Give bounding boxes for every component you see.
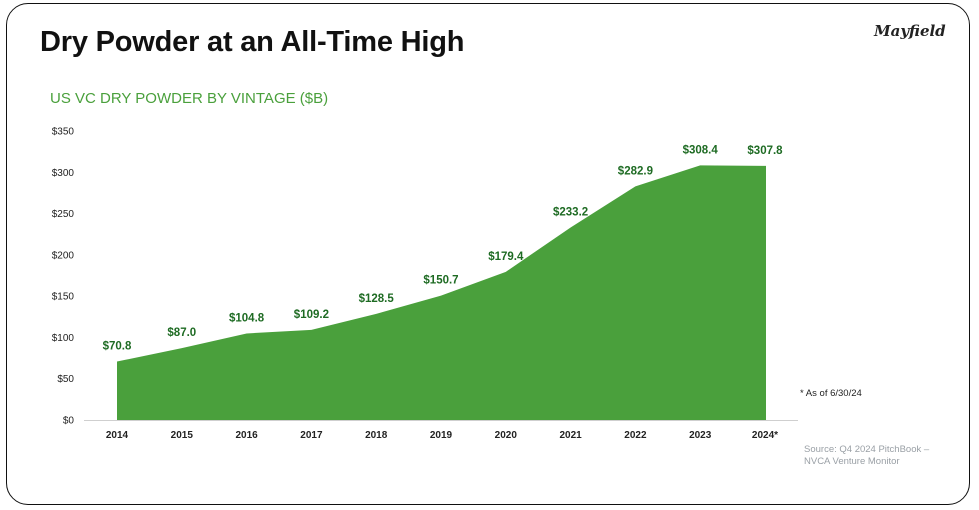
chart-title: US VC DRY POWDER BY VINTAGE ($B) <box>50 90 329 107</box>
x-tick-label: 2017 <box>300 430 323 441</box>
data-label: $128.5 <box>359 293 395 305</box>
data-label: $150.7 <box>423 275 458 287</box>
y-tick-label: $350 <box>52 127 75 138</box>
x-tick-label: 2021 <box>559 430 582 441</box>
y-tick-label: $250 <box>52 209 75 220</box>
y-tick-label: $50 <box>57 374 74 385</box>
x-tick-label: 2018 <box>365 430 388 441</box>
source-line-1: Source: Q4 2024 PitchBook – <box>804 444 930 455</box>
x-tick-label: 2015 <box>171 430 194 441</box>
dry-powder-area <box>117 165 766 420</box>
y-tick-label: $300 <box>52 168 75 179</box>
x-tick-label: 2020 <box>495 430 518 441</box>
mayfield-logo: Mayfield <box>874 22 946 40</box>
x-tick-label: 2024* <box>752 430 778 441</box>
data-label: $179.4 <box>488 251 524 263</box>
y-tick-label: $150 <box>52 292 75 303</box>
footnote: * As of 6/30/24 <box>800 388 862 399</box>
x-tick-label: 2019 <box>430 430 453 441</box>
data-label: $308.4 <box>683 144 719 156</box>
data-label: $70.8 <box>103 341 132 353</box>
data-label: $307.8 <box>747 145 783 157</box>
x-tick-label: 2022 <box>624 430 647 441</box>
source-note: Source: Q4 2024 PitchBook – NVCA Venture… <box>804 444 954 468</box>
source-line-2: NVCA Venture Monitor <box>804 456 900 467</box>
y-tick-label: $200 <box>52 250 75 261</box>
data-label: $233.2 <box>553 206 588 218</box>
data-label: $87.0 <box>167 327 196 339</box>
x-tick-label: 2014 <box>106 430 129 441</box>
slide-frame <box>6 3 970 505</box>
page-title: Dry Powder at an All-Time High <box>40 26 465 58</box>
y-tick-label: $100 <box>52 333 75 344</box>
y-tick-label: $0 <box>63 416 75 427</box>
x-tick-label: 2023 <box>689 430 712 441</box>
x-tick-label: 2016 <box>235 430 258 441</box>
data-label: $109.2 <box>294 309 329 321</box>
data-label: $282.9 <box>618 165 653 177</box>
data-label: $104.8 <box>229 312 265 324</box>
